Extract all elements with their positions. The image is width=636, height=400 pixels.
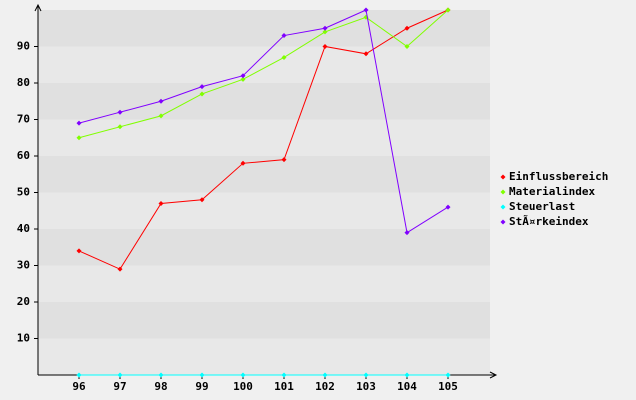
y-tick-label: 20 [17,295,30,308]
point [158,372,164,378]
point [240,372,246,378]
point [281,33,287,39]
point [445,204,451,210]
x-tick-label: 100 [233,380,253,393]
y-axis-arrow [34,3,42,12]
plot-band [38,10,490,47]
point [240,160,246,166]
plot-band [38,156,490,193]
y-tick-label: 80 [17,76,30,89]
x-tick-label: 101 [274,380,294,393]
point [76,372,82,378]
y-tick-label: 50 [17,186,30,199]
plot-band [38,192,490,229]
point [445,7,451,13]
point [199,91,205,97]
plot-band [38,302,490,339]
point [281,54,287,60]
legend-label: Einflussbereich [509,170,608,183]
point [199,197,205,203]
point [445,372,451,378]
point [363,7,369,13]
point [322,372,328,378]
point [117,109,123,115]
point [117,124,123,130]
legend-label: Materialindex [509,185,595,198]
plot-band [38,265,490,302]
plot-bands [38,10,490,375]
legend-marker [500,174,506,180]
legend-marker [500,219,506,225]
x-tick-label: 105 [438,380,458,393]
x-axis-arrow [489,371,498,379]
x-tick-label: 96 [72,380,86,393]
legend-label: Steuerlast [509,200,575,213]
legend-marker [500,204,506,210]
point [363,51,369,57]
point [363,372,369,378]
plot-band [38,119,490,156]
point [158,113,164,119]
point [199,372,205,378]
x-tick-label: 99 [195,380,208,393]
plot-band [38,46,490,83]
point [404,44,410,49]
series-line [78,9,449,139]
y-tick-label: 30 [17,259,30,272]
point [117,266,123,272]
point [322,44,328,49]
point [281,157,287,163]
point [404,230,410,236]
point [158,98,164,104]
point [322,29,328,35]
series-line [78,9,449,234]
plot-band [38,338,490,375]
point [322,25,328,31]
x-tick-label: 97 [113,380,126,393]
y-tick-label: 40 [17,222,30,235]
point [404,25,410,31]
point [240,73,246,79]
point [76,120,82,126]
plot-band [38,83,490,120]
point [240,76,246,82]
y-tick-label: 90 [17,40,30,53]
series-line [78,9,449,270]
point [76,135,82,141]
x-tick-label: 98 [154,380,167,393]
x-tick-label: 103 [356,380,376,393]
legend-marker [500,189,506,195]
point [158,200,164,206]
point [404,372,410,378]
y-tick-label: 60 [17,149,30,162]
y-tick-label: 10 [17,332,30,345]
point [117,372,123,378]
x-tick-label: 104 [397,380,417,393]
point [199,84,205,90]
legend-label: StÃ¤rkeindex [509,215,589,228]
x-tick-label: 102 [315,380,335,393]
point [281,372,287,378]
point [76,248,82,254]
plot-band [38,229,490,266]
y-tick-label: 70 [17,113,30,126]
